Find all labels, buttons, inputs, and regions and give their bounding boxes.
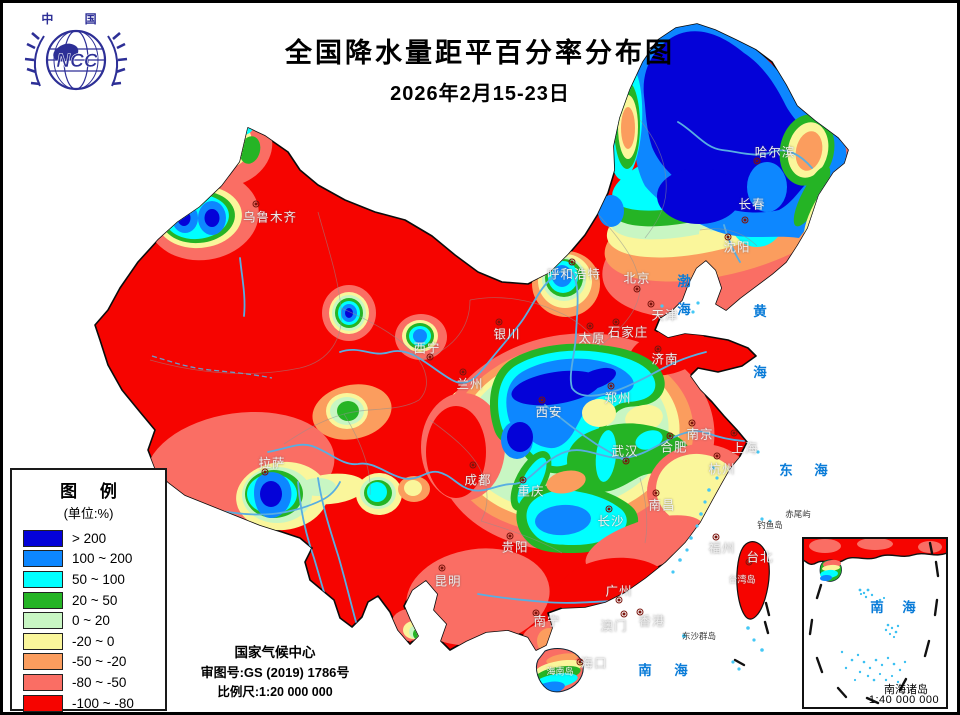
legend-unit: (单位:%) — [63, 506, 114, 521]
legend-row: -100 ~ -80 — [23, 693, 165, 714]
legend-label: 100 ~ 200 — [72, 551, 133, 567]
legend-row: -80 ~ -50 — [23, 672, 165, 693]
legend-row: 0 ~ 20 — [23, 610, 165, 631]
coastal-islets — [660, 301, 772, 671]
inset-caption: 南海诸岛 — [884, 684, 928, 696]
legend-row: -50 ~ -20 — [23, 652, 165, 673]
legend-label: -20 ~ 0 — [72, 633, 115, 649]
date-range: 2026年2月15-23日 — [390, 83, 570, 105]
page-title: 全国降水量距平百分率分布图 — [285, 38, 675, 68]
legend-row: 50 ~ 100 — [23, 569, 165, 590]
sea-island-dots — [840, 588, 907, 684]
legend-swatch — [23, 591, 63, 609]
taiwan-island — [736, 541, 770, 620]
legend-swatch — [23, 570, 63, 588]
inset-scale: 1:40 000 000 — [868, 694, 940, 706]
legend-label: 0 ~ 20 — [72, 613, 110, 629]
legend-label: > 200 — [72, 530, 107, 546]
legend-label: -100 ~ -80 — [72, 695, 134, 711]
footer-credits: 国家气候中心 审图号:GS (2019) 1786号 比例尺:1:20 000 … — [175, 643, 375, 702]
legend-swatch — [23, 632, 63, 650]
map-approval-number: 审图号:GS (2019) 1786号 — [200, 665, 350, 681]
logo-land-shape — [53, 43, 79, 62]
boundary-dashes — [733, 601, 771, 667]
legend-swatch — [23, 612, 63, 630]
legend-box: 图 例 (单位:%) > 200 100 ~ 200 50 ~ 100 20 ~ 50… — [10, 468, 167, 713]
legend-swatch — [23, 653, 63, 671]
nine-dash-line — [808, 541, 940, 705]
anomaly-contours — [145, 24, 848, 650]
legend-swatch — [23, 694, 63, 712]
logo-country-label: 中 国 — [41, 11, 110, 26]
legend-row: -20 ~ 0 — [23, 631, 165, 652]
inset-map — [802, 537, 948, 709]
map-scale: 比例尺:1:20 000 000 — [217, 684, 333, 699]
logo-abbr: NCC — [56, 51, 97, 72]
legend-label: -50 ~ -20 — [72, 654, 127, 670]
legend-label: -80 ~ -50 — [72, 674, 127, 690]
legend-swatch — [23, 529, 63, 547]
legend-row: 20 ~ 50 — [23, 590, 165, 611]
legend-label: 50 ~ 100 — [72, 571, 125, 587]
legend-rows: > 200 100 ~ 200 50 ~ 100 20 ~ 50 0 ~ 20 -20 ~… — [23, 528, 165, 713]
legend-row: 100 ~ 200 — [23, 549, 165, 570]
legend-label: 20 ~ 50 — [72, 592, 118, 608]
legend-swatch — [23, 673, 63, 691]
agency-name: 国家气候中心 — [234, 645, 316, 660]
legend-row: > 200 — [23, 528, 165, 549]
legend-swatch — [23, 550, 63, 568]
legend-title: 图 例 — [60, 482, 126, 501]
